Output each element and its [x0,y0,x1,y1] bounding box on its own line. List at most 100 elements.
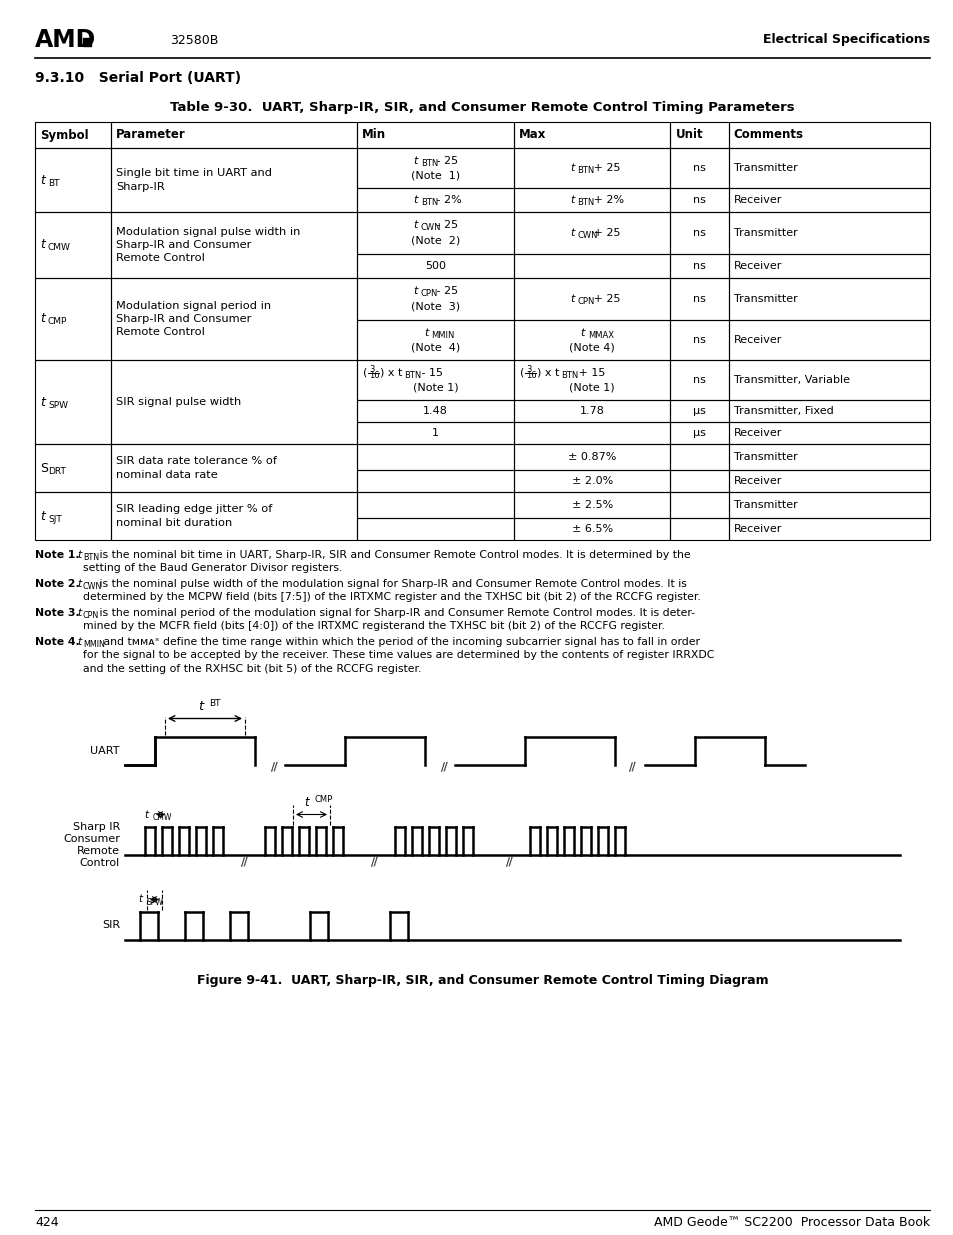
Text: nominal data rate: nominal data rate [116,469,217,479]
Text: + 15: + 15 [575,368,604,378]
Text: ) x t: ) x t [380,368,402,378]
Text: 3: 3 [525,366,531,374]
Text: BTN: BTN [404,370,421,380]
Text: 1: 1 [432,429,438,438]
Bar [670,212,728,254]
Bar [356,471,514,492]
Text: (Note 1): (Note 1) [569,382,615,393]
Bar [35,122,111,148]
Text: t: t [414,287,417,296]
Text: Electrical Specifications: Electrical Specifications [762,33,929,47]
Text: //: // [240,857,250,868]
Bar [728,254,929,278]
Text: 16: 16 [369,372,379,380]
Text: Receiver: Receiver [733,475,781,487]
Text: t: t [414,195,417,205]
Bar [514,359,670,400]
Text: Max: Max [518,128,546,142]
Text: SIR signal pulse width: SIR signal pulse width [116,396,241,408]
Bar [728,122,929,148]
Text: Unit: Unit [675,128,702,142]
Text: Receiver: Receiver [733,524,781,534]
Bar [728,445,929,471]
Text: (: ( [363,368,367,378]
Text: MMIN: MMIN [83,640,105,648]
Bar [670,492,728,517]
Text: SIR leading edge jitter % of: SIR leading edge jitter % of [116,505,273,515]
Text: CMP: CMP [48,317,68,326]
Text: t: t [580,327,584,338]
Text: 9.3.10   Serial Port (UART): 9.3.10 Serial Port (UART) [35,70,241,85]
Text: Sharp-IR and Consumer: Sharp-IR and Consumer [116,240,252,249]
Bar [728,471,929,492]
Bar [514,422,670,445]
Text: Receiver: Receiver [733,429,781,438]
Bar [670,422,728,445]
Text: Transmitter: Transmitter [733,452,797,462]
Bar [35,445,111,492]
Text: + 25: + 25 [589,228,619,238]
Bar [728,278,929,320]
Bar [514,122,670,148]
Text: ns: ns [693,163,705,173]
Bar [670,400,728,422]
Text: CMP: CMP [314,795,333,804]
Text: ns: ns [693,335,705,345]
Text: t: t [40,312,45,326]
Bar [670,122,728,148]
Bar [514,471,670,492]
Bar [356,122,514,148]
Text: 3: 3 [369,366,375,374]
Text: BTN: BTN [420,198,437,207]
Text: + 25: + 25 [589,163,619,173]
Text: //: // [505,857,514,868]
Text: t: t [570,228,574,238]
Bar [356,445,514,471]
Bar [356,359,514,400]
Text: Sharp-IR: Sharp-IR [116,182,165,191]
Text: ns: ns [693,375,705,385]
Text: μs: μs [693,429,705,438]
Text: t: t [570,163,574,173]
Text: ) x t: ) x t [537,368,558,378]
Text: (Note 4): (Note 4) [569,342,615,352]
Text: (Note  4): (Note 4) [411,342,459,352]
Text: t: t [77,550,81,559]
Text: setting of the Baud Generator Divisor registers.: setting of the Baud Generator Divisor re… [83,563,342,573]
Text: Remote Control: Remote Control [116,327,205,337]
Text: (Note  1): (Note 1) [411,170,459,180]
Text: Note 3.: Note 3. [35,608,80,618]
Text: t: t [40,510,45,522]
Bar [356,492,514,517]
Bar [356,278,514,320]
Bar [356,400,514,422]
Text: MMAX: MMAX [587,331,613,340]
Text: Control: Control [80,858,120,868]
Text: BTN: BTN [420,159,437,168]
Text: and the setting of the RXHSC bit (bit 5) of the RCCFG register.: and the setting of the RXHSC bit (bit 5)… [83,663,421,674]
Text: t: t [414,220,417,231]
Text: and tᴍᴍᴀˣ define the time range within which the period of the incoming subcarri: and tᴍᴍᴀˣ define the time range within w… [100,637,700,647]
Text: SPW: SPW [48,400,68,410]
Bar [728,517,929,540]
Text: determined by the MCPW field (bits [7:5]) of the IRTXMC register and the TXHSC b: determined by the MCPW field (bits [7:5]… [83,593,700,603]
Bar [514,254,670,278]
Text: ns: ns [693,228,705,238]
Bar [728,188,929,212]
Text: t: t [570,195,574,205]
Text: CPN: CPN [83,611,99,620]
Text: + 25: + 25 [589,294,619,304]
Text: Transmitter, Variable: Transmitter, Variable [733,375,849,385]
Text: CPN: CPN [577,296,594,306]
Text: is the nominal bit time in UART, Sharp-IR, SIR and Consumer Remote Control modes: is the nominal bit time in UART, Sharp-I… [96,550,690,559]
Text: //: // [270,762,279,773]
Text: (Note  2): (Note 2) [411,236,459,246]
Text: - 25: - 25 [433,156,458,165]
Text: Sharp IR: Sharp IR [72,821,120,831]
Text: Modulation signal period in: Modulation signal period in [116,301,271,311]
Text: t: t [40,395,45,409]
Text: ns: ns [693,294,705,304]
Text: BTN: BTN [577,198,594,207]
Text: t: t [570,294,574,304]
Bar [670,254,728,278]
